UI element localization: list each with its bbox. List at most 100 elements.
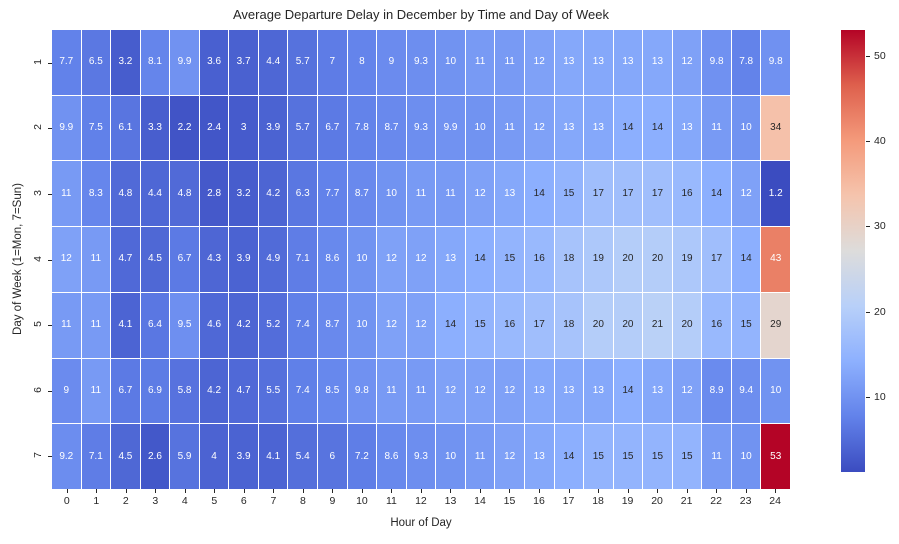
heatmap-cell: 11 bbox=[406, 358, 436, 424]
x-axis-tick-label: 5 bbox=[200, 489, 230, 507]
heatmap-cell: 11 bbox=[495, 95, 524, 161]
x-axis-tick-label: 6 bbox=[229, 489, 259, 507]
heatmap-cell: 13 bbox=[554, 358, 584, 424]
heatmap-cell: 16 bbox=[672, 161, 702, 227]
x-axis-tick-mark bbox=[716, 489, 718, 493]
heatmap-cell: 12 bbox=[524, 95, 554, 161]
colorbar-tick-label: 30 bbox=[874, 220, 886, 233]
heatmap-cell: 4.2 bbox=[229, 292, 258, 358]
heatmap-cell: 6.9 bbox=[140, 358, 170, 424]
heatmap-cell: 12 bbox=[495, 358, 524, 424]
x-axis-tick-label: 23 bbox=[731, 489, 761, 507]
heatmap-cell: 20 bbox=[613, 292, 643, 358]
heatmap-cell: 10 bbox=[465, 95, 495, 161]
heatmap-cell: 9.3 bbox=[406, 424, 436, 489]
heatmap-cell: 4.8 bbox=[111, 161, 140, 227]
heatmap-cell: 14 bbox=[436, 292, 465, 358]
heatmap-cell: 4.9 bbox=[258, 227, 288, 292]
heatmap-cell: 9.4 bbox=[731, 358, 761, 424]
heatmap-cell: 9.3 bbox=[406, 95, 436, 161]
heatmap-cell: 10 bbox=[731, 424, 761, 489]
heatmap-cell: 13 bbox=[524, 358, 554, 424]
heatmap-cell: 12 bbox=[495, 424, 524, 489]
x-axis-tick-label: 8 bbox=[288, 489, 318, 507]
heatmap-cell: 12 bbox=[731, 161, 761, 227]
heatmap-cell: 14 bbox=[702, 161, 731, 227]
heatmap-cell: 9 bbox=[52, 358, 81, 424]
x-axis-tick-mark bbox=[450, 489, 452, 493]
heatmap-cell: 3.9 bbox=[258, 95, 288, 161]
x-axis-tick-mark bbox=[332, 489, 334, 493]
heatmap-cell: 11 bbox=[702, 424, 731, 489]
heatmap-cell: 8 bbox=[347, 30, 377, 95]
heatmap-cell: 13 bbox=[584, 30, 613, 95]
heatmap-cell: 12 bbox=[672, 358, 702, 424]
x-axis-tick-mark bbox=[302, 489, 304, 493]
heatmap-cell: 13 bbox=[495, 161, 524, 227]
x-axis-tick-mark bbox=[391, 489, 393, 493]
x-axis-tick-mark bbox=[657, 489, 659, 493]
x-axis-tick-label: 10 bbox=[347, 489, 377, 507]
heatmap-cell: 5.4 bbox=[288, 424, 318, 489]
heatmap-cell: 15 bbox=[465, 292, 495, 358]
heatmap-cell: 3 bbox=[229, 95, 258, 161]
heatmap-cell: 4.1 bbox=[258, 424, 288, 489]
x-axis-tick-mark bbox=[243, 489, 245, 493]
colorbar-tick-mark bbox=[866, 311, 870, 313]
heatmap-cell: 4.3 bbox=[199, 227, 229, 292]
heatmap-cell: 7.7 bbox=[318, 161, 347, 227]
x-axis-tick-label: 7 bbox=[259, 489, 289, 507]
heatmap-cell: 17 bbox=[643, 161, 672, 227]
x-axis-tick-label: 19 bbox=[613, 489, 643, 507]
heatmap-cell: 3.9 bbox=[229, 227, 258, 292]
x-axis-tick-label: 22 bbox=[701, 489, 731, 507]
y-axis-tick-label: 7 bbox=[32, 452, 44, 459]
x-axis-tick-mark bbox=[361, 489, 363, 493]
heatmap-cell: 20 bbox=[613, 227, 643, 292]
heatmap-cell: 12 bbox=[377, 227, 406, 292]
x-axis-tick-label: 14 bbox=[465, 489, 495, 507]
y-axis-label: Day of Week (1=Mon, 7=Sun) bbox=[12, 183, 24, 335]
heatmap-cell: 13 bbox=[436, 227, 465, 292]
heatmap-cell: 13 bbox=[672, 95, 702, 161]
heatmap-cell: 4.4 bbox=[258, 30, 288, 95]
x-axis-tick-label: 24 bbox=[760, 489, 790, 507]
heatmap-cell: 10 bbox=[347, 292, 377, 358]
x-axis-tick-label: 20 bbox=[642, 489, 672, 507]
heatmap-cell: 7.1 bbox=[288, 227, 318, 292]
heatmap-cell: 14 bbox=[643, 95, 672, 161]
heatmap-cell: 12 bbox=[406, 292, 436, 358]
y-axis-tick-mark bbox=[48, 193, 52, 195]
heatmap-cell: 11 bbox=[81, 292, 111, 358]
x-axis-tick-label: 11 bbox=[377, 489, 407, 507]
heatmap-cell: 6.1 bbox=[111, 95, 140, 161]
heatmap-cell: 14 bbox=[465, 227, 495, 292]
heatmap-cell: 11 bbox=[52, 161, 81, 227]
heatmap-cell: 14 bbox=[731, 227, 761, 292]
heatmap-cell: 5.7 bbox=[288, 95, 318, 161]
heatmap-cell: 15 bbox=[613, 424, 643, 489]
y-axis-tick-label: 6 bbox=[32, 386, 44, 393]
heatmap-cell: 10 bbox=[731, 95, 761, 161]
heatmap-cell: 13 bbox=[584, 95, 613, 161]
heatmap-cell: 8.3 bbox=[81, 161, 111, 227]
heatmap-cell: 9.8 bbox=[702, 30, 731, 95]
heatmap-cell: 11 bbox=[81, 358, 111, 424]
y-axis-tick-mark bbox=[48, 325, 52, 327]
heatmap-cell: 11 bbox=[495, 30, 524, 95]
x-axis-tick-mark bbox=[125, 489, 127, 493]
heatmap-cell: 6.5 bbox=[81, 30, 111, 95]
heatmap-cell: 14 bbox=[613, 358, 643, 424]
y-axis-tick-mark bbox=[48, 62, 52, 64]
x-axis-tick-label: 18 bbox=[583, 489, 613, 507]
heatmap-cell: 6.4 bbox=[140, 292, 170, 358]
heatmap-cell: 3.2 bbox=[229, 161, 258, 227]
heatmap-cell: 1.2 bbox=[761, 161, 790, 227]
heatmap-cell: 15 bbox=[731, 292, 761, 358]
heatmap-cell: 10 bbox=[761, 358, 790, 424]
x-axis-tick-label: 0 bbox=[52, 489, 82, 507]
x-axis-label: Hour of Day bbox=[390, 517, 452, 529]
x-axis-tick-mark bbox=[775, 489, 777, 493]
x-axis-tick-mark bbox=[568, 489, 570, 493]
